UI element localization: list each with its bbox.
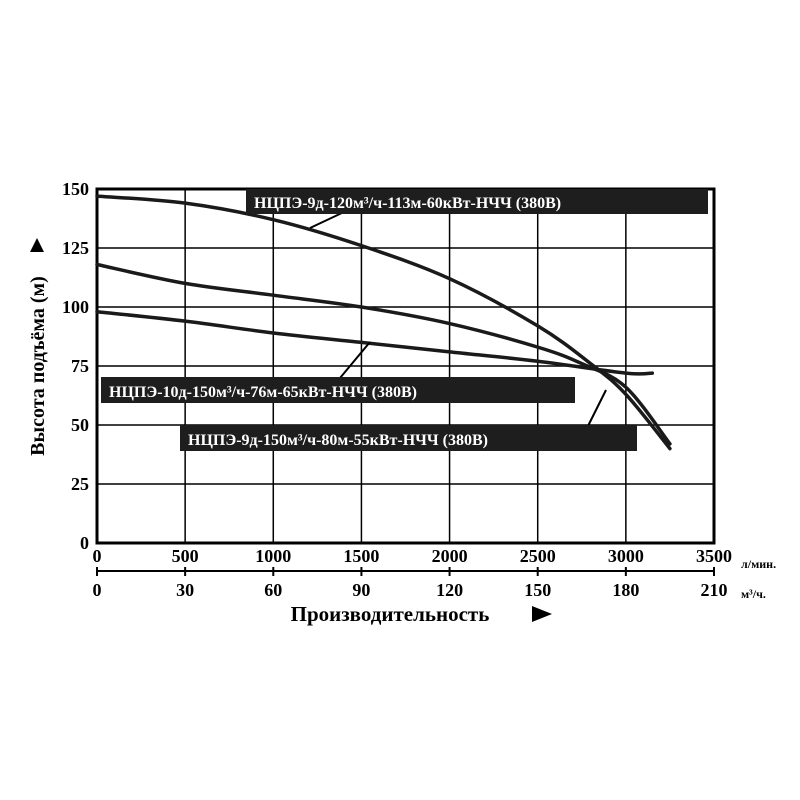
- x-axis-arrow-icon: [532, 606, 552, 622]
- y-axis-arrow-icon: [30, 238, 44, 252]
- series-label-2: НЦПЭ-10д-150м³/ч-76м-65кВт-НЧЧ (380В): [101, 341, 575, 403]
- y-tick-label: 75: [71, 356, 89, 376]
- performance-curves: [95, 194, 672, 451]
- y-tick-label: 0: [80, 533, 89, 553]
- y-axis-title: Высота подъёма (м): [27, 276, 49, 456]
- x-tick-label-lmin: 2000: [432, 546, 468, 566]
- series-line-3: [95, 309, 655, 376]
- y-axis-title-group: Высота подъёма (м): [27, 238, 49, 456]
- series-line-2: [95, 262, 672, 446]
- x-unit-lmin: л/мин.: [741, 557, 776, 571]
- series-label-3: НЦПЭ-9д-150м³/ч-80м-55кВт-НЧЧ (380В): [180, 389, 637, 451]
- x-tick-label-lmin: 500: [172, 546, 199, 566]
- x-tick-label-m3h: 120: [436, 580, 463, 600]
- y-tick-labels: 0 25 50 75 100 125 150: [62, 179, 89, 553]
- x-tick-labels-m3h: 0 30 60 90 120 150 180 210: [93, 580, 728, 600]
- y-tick-label: 150: [62, 179, 89, 199]
- secondary-x-axis: [96, 567, 715, 576]
- x-tick-label-m3h: 30: [176, 580, 194, 600]
- x-tick-label-lmin: 3000: [608, 546, 644, 566]
- y-tick-label: 125: [62, 238, 89, 258]
- grid-lines: [97, 189, 714, 543]
- x-axis-title: Производительность: [291, 602, 490, 626]
- y-tick-label: 25: [71, 474, 89, 494]
- x-tick-label-m3h: 60: [264, 580, 282, 600]
- series-label-1: НЦПЭ-9д-120м³/ч-113м-60кВт-НЧЧ (380В): [246, 189, 708, 229]
- x-tick-label-m3h: 210: [701, 580, 728, 600]
- svg-text:НЦПЭ-9д-120м³/ч-113м-60кВт-НЧЧ: НЦПЭ-9д-120м³/ч-113м-60кВт-НЧЧ (380В): [254, 195, 561, 212]
- y-tick-label: 100: [62, 297, 89, 317]
- x-tick-label-m3h: 180: [612, 580, 639, 600]
- y-tick-label: 50: [71, 415, 89, 435]
- x-tick-label-m3h: 0: [93, 580, 102, 600]
- x-tick-labels-lmin: 0 500 1000 1500 2000 2500 3000 3500: [93, 546, 733, 566]
- series-labels: НЦПЭ-9д-120м³/ч-113м-60кВт-НЧЧ (380В) НЦ…: [101, 189, 708, 451]
- svg-text:НЦПЭ-9д-150м³/ч-80м-55кВт-НЧЧ: НЦПЭ-9д-150м³/ч-80м-55кВт-НЧЧ (380В): [188, 432, 488, 449]
- x-tick-label-m3h: 150: [524, 580, 551, 600]
- x-tick-label-lmin: 0: [93, 546, 102, 566]
- x-tick-label-lmin: 1000: [255, 546, 291, 566]
- x-tick-label-m3h: 90: [352, 580, 370, 600]
- x-tick-label-lmin: 2500: [520, 546, 556, 566]
- x-tick-label-lmin: 1500: [343, 546, 379, 566]
- x-tick-label-lmin: 3500: [696, 546, 732, 566]
- series-line-1: [95, 194, 672, 451]
- x-unit-m3h: м³/ч.: [741, 587, 766, 601]
- svg-text:НЦПЭ-10д-150м³/ч-76м-65кВт-НЧЧ: НЦПЭ-10д-150м³/ч-76м-65кВт-НЧЧ (380В): [109, 384, 417, 401]
